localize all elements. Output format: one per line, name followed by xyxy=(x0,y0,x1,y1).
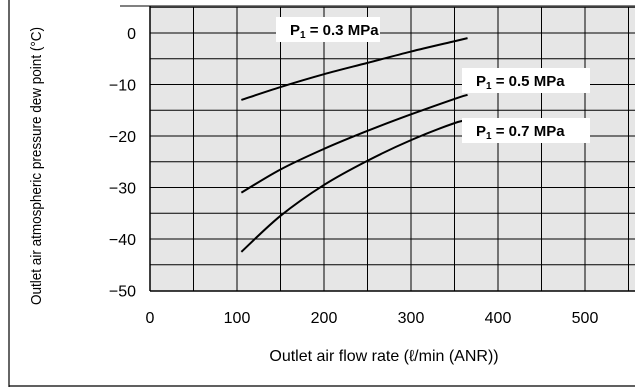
series-label-3: P1 = 0.7 MPa xyxy=(476,123,565,142)
series-line-1 xyxy=(241,37,468,101)
y-tick-label: −20 xyxy=(109,129,136,146)
y-tick-label: −10 xyxy=(109,78,136,95)
y-tick-label: −50 xyxy=(109,284,136,301)
y-tick-label: 0 xyxy=(127,26,136,43)
x-tick-label: 400 xyxy=(485,310,512,327)
series-lines xyxy=(240,37,468,253)
y-tick-label: −30 xyxy=(109,181,136,198)
x-tick-label: 200 xyxy=(311,310,338,327)
series-label-box xyxy=(462,68,590,93)
x-axis-label: Outlet air flow rate (ℓ/min (ANR)) xyxy=(269,348,498,365)
x-tick-label: 0 xyxy=(146,310,155,327)
series-label-1: P1 = 0.3 MPa xyxy=(290,22,379,41)
series-label-box xyxy=(276,17,380,42)
tick-labels: 0 100 200 300 400 500 0 −10 −20 −30 −40 −50 xyxy=(109,26,599,327)
x-tick-label: 300 xyxy=(398,310,425,327)
y-axis-label: Outlet air atmospheric pressure dew poin… xyxy=(29,27,45,305)
series-line-2 xyxy=(240,93,468,194)
axes xyxy=(149,6,635,292)
series-label-box xyxy=(462,118,590,143)
series-labels: P1 = 0.3 MPa P1 = 0.5 MPa P1 = 0.7 MPa xyxy=(276,17,590,143)
series-label-2: P1 = 0.5 MPa xyxy=(476,73,565,92)
series-line-3 xyxy=(240,119,468,253)
x-tick-label: 100 xyxy=(224,310,251,327)
x-tick-label: 500 xyxy=(572,310,599,327)
y-tick-label: −40 xyxy=(109,232,136,249)
